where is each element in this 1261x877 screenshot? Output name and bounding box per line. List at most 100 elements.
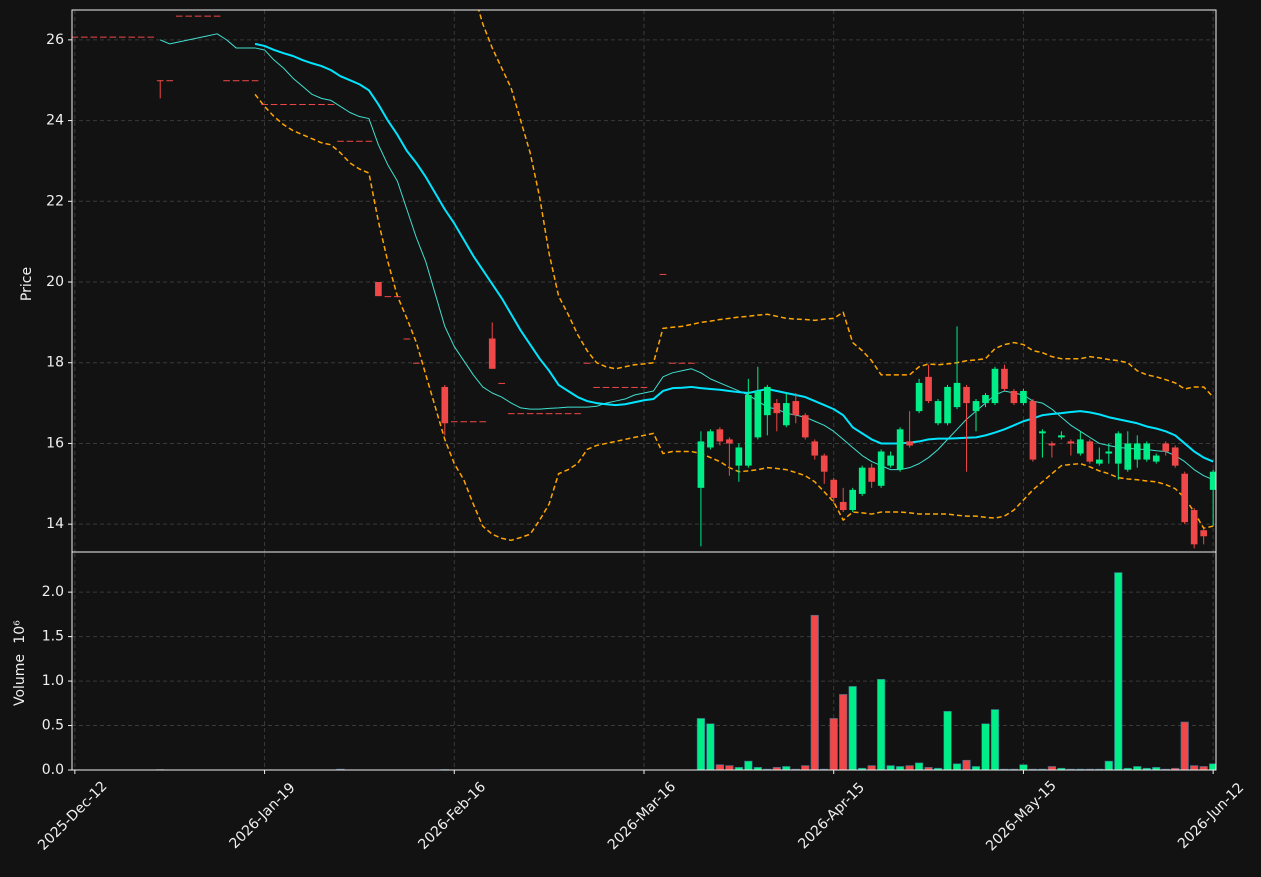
candle-body	[1049, 443, 1056, 445]
candle-body	[223, 80, 230, 81]
volume-bar	[745, 761, 753, 770]
candle-body	[584, 363, 591, 364]
volume-bar	[1105, 761, 1113, 770]
candle-body	[897, 429, 904, 469]
candle-body	[1020, 391, 1027, 403]
candle-body	[375, 282, 382, 296]
y-tick-label: 26	[46, 32, 64, 48]
candle-body	[451, 421, 458, 422]
candle-body	[90, 37, 97, 38]
candle-body	[527, 413, 534, 414]
y-tick-label: 14	[46, 516, 64, 532]
candle-body	[868, 468, 875, 482]
candle-body	[128, 37, 135, 38]
volume-bar	[1181, 722, 1189, 770]
candle-body	[366, 141, 373, 142]
candle-body	[498, 383, 505, 384]
candle-body	[1181, 474, 1188, 522]
volume-bar	[1115, 573, 1123, 770]
candle-body	[290, 104, 297, 105]
candle-body	[1162, 443, 1169, 451]
candle-body	[195, 16, 202, 17]
candle-body	[119, 37, 126, 38]
volume-bar	[915, 763, 923, 770]
candle-body	[660, 274, 667, 275]
y-tick-label: 18	[46, 355, 64, 371]
volume-bar	[906, 766, 914, 770]
volume-bar	[726, 766, 734, 770]
candle-body	[1210, 472, 1217, 490]
y-tick-label: 0.5	[42, 718, 64, 734]
candle-body	[849, 490, 856, 510]
candle-body	[811, 441, 818, 455]
candle-body	[859, 468, 866, 494]
candle-body	[176, 16, 183, 17]
candle-body	[1172, 447, 1179, 465]
candle-body	[546, 413, 553, 414]
candle-body	[973, 401, 980, 411]
candle-body	[271, 104, 278, 105]
volume-bar	[839, 694, 847, 770]
candle-body	[755, 391, 762, 437]
volume-bar	[944, 711, 952, 770]
candle-body	[679, 363, 686, 364]
candle-body	[593, 387, 600, 388]
volume-bar	[697, 718, 705, 770]
candle-body	[72, 37, 79, 38]
volume-bar	[972, 766, 980, 770]
candle-body	[783, 403, 790, 425]
volume-bar	[811, 615, 819, 770]
candle-body	[887, 456, 894, 466]
candle-body	[821, 456, 828, 472]
candle-body	[214, 16, 221, 17]
candle-body	[337, 141, 344, 142]
candle-body	[489, 339, 496, 369]
candle-body	[603, 387, 610, 388]
volume-bar	[982, 724, 990, 770]
y-tick-label: 24	[46, 113, 64, 129]
candle-body	[802, 415, 809, 437]
candle-body	[1001, 369, 1008, 389]
candle-body	[916, 383, 923, 411]
candle-body	[1191, 510, 1198, 544]
candle-body	[347, 141, 354, 142]
candle-body	[764, 387, 771, 415]
candle-body	[385, 296, 392, 297]
candle-body	[1039, 431, 1046, 433]
candle-body	[1068, 441, 1075, 443]
volume-bar	[877, 679, 885, 770]
y-tick-label: 22	[46, 193, 64, 209]
candle-body	[944, 387, 951, 423]
volume-bar	[1133, 766, 1141, 770]
candle-body	[565, 413, 572, 414]
volume-bar	[1048, 766, 1056, 770]
candle-body	[736, 447, 743, 465]
candle-body	[460, 421, 467, 422]
candle-body	[963, 387, 970, 403]
candle-body	[147, 37, 154, 38]
candle-body	[622, 387, 629, 388]
candle-body	[1096, 460, 1103, 464]
candle-body	[100, 37, 107, 38]
candle-body	[745, 395, 752, 466]
candle-body	[792, 401, 799, 415]
candle-body	[1011, 391, 1018, 403]
candle-body	[394, 296, 401, 297]
candle-body	[707, 431, 714, 447]
y-tick-label: 16	[46, 435, 64, 451]
candle-body	[157, 80, 164, 81]
candle-body	[1143, 443, 1150, 459]
candle-body	[717, 429, 724, 441]
y-tick-label: 2.0	[42, 584, 64, 600]
candle-body	[574, 413, 581, 414]
volume-bar	[830, 718, 838, 770]
candle-body	[356, 141, 363, 142]
candle-body	[441, 387, 448, 423]
candle-body	[612, 387, 619, 388]
candle-body	[1077, 439, 1084, 453]
candle-body	[631, 387, 638, 388]
candle-body	[328, 104, 335, 105]
volume-bar	[782, 766, 790, 770]
y-tick-label: 1.0	[42, 673, 64, 689]
